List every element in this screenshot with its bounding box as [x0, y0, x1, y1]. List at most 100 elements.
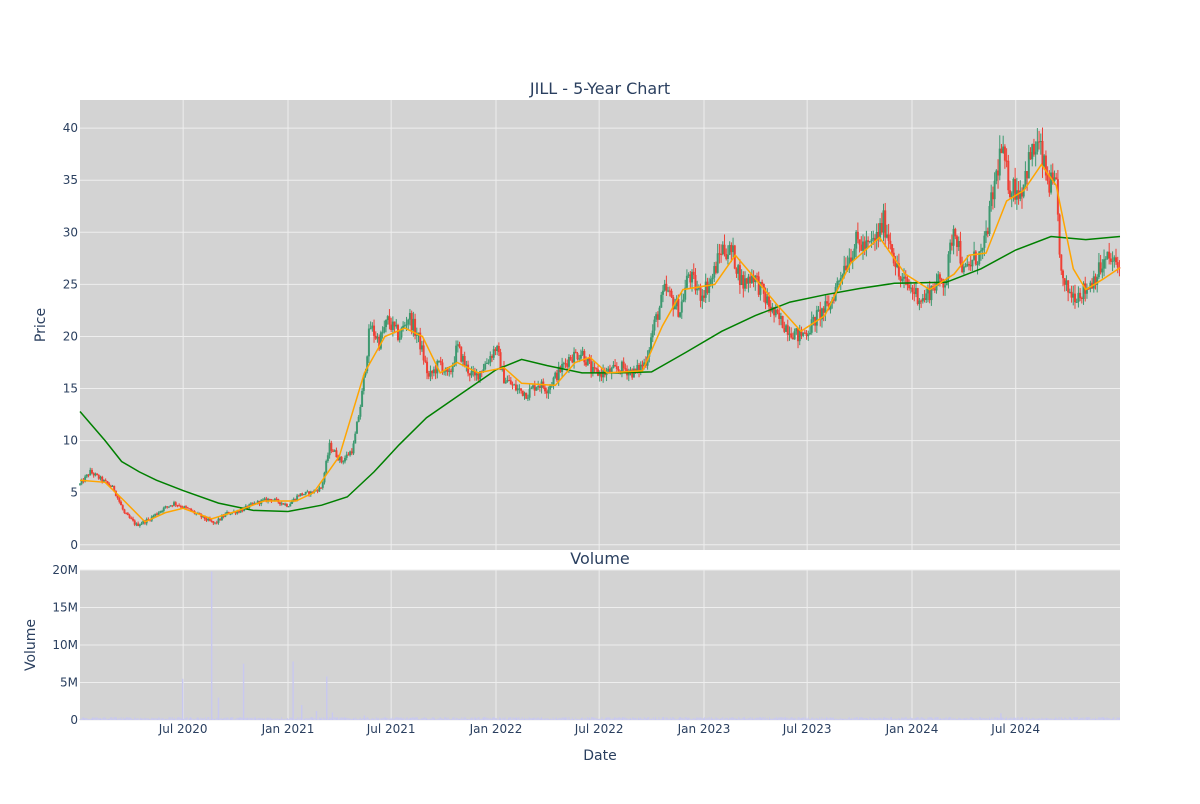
- volume-bar: [710, 717, 712, 720]
- volume-bar: [321, 717, 323, 720]
- candle-body: [663, 283, 666, 291]
- candle-body: [386, 316, 389, 321]
- volume-bar: [917, 717, 919, 720]
- volume-bar: [323, 717, 325, 720]
- volume-bar: [502, 717, 504, 720]
- volume-bar: [170, 718, 172, 720]
- volume-bar: [278, 718, 280, 720]
- candle-body: [643, 362, 646, 367]
- volume-y-tick-label: 10M: [52, 638, 78, 652]
- volume-bar: [898, 718, 900, 720]
- candle-body: [974, 251, 977, 265]
- volume-bar: [1092, 718, 1094, 720]
- volume-bar: [881, 719, 883, 720]
- price-chart-title: JILL - 5-Year Chart: [529, 79, 670, 98]
- volume-bar: [1030, 719, 1032, 720]
- candle-body: [885, 234, 888, 238]
- volume-bar: [253, 717, 255, 720]
- volume-bar: [953, 718, 955, 720]
- volume-bar: [221, 719, 223, 720]
- volume-bar: [1045, 717, 1047, 720]
- volume-bar: [267, 717, 269, 720]
- candle-body: [824, 301, 827, 313]
- volume-bar: [1044, 718, 1046, 720]
- candle-body: [918, 300, 921, 304]
- candle-body: [1060, 254, 1063, 271]
- candle-body: [1044, 155, 1047, 176]
- volume-bar: [694, 718, 696, 720]
- candle-body: [157, 512, 160, 515]
- candle-body: [424, 360, 427, 362]
- volume-bar: [299, 717, 301, 720]
- candle-body: [850, 257, 853, 262]
- candle-body: [497, 345, 500, 353]
- candle-body: [1043, 155, 1046, 167]
- volume-bar: [1011, 718, 1013, 720]
- candle-body: [130, 517, 133, 519]
- volume-bar: [900, 719, 902, 720]
- volume-bar: [1106, 717, 1108, 720]
- volume-bar: [1039, 717, 1041, 720]
- volume-bar: [235, 718, 237, 720]
- volume-bar: [994, 717, 996, 720]
- volume-bar: [712, 718, 714, 720]
- volume-bar: [937, 717, 939, 720]
- volume-bar: [512, 717, 514, 720]
- volume-bar: [844, 718, 846, 720]
- volume-bar: [414, 717, 416, 720]
- candle-body: [1108, 251, 1111, 259]
- candle-body: [190, 508, 193, 512]
- volume-bar: [152, 718, 154, 720]
- volume-bar: [113, 717, 115, 720]
- candle-body: [868, 241, 871, 243]
- volume-bar: [746, 718, 748, 720]
- volume-bar: [598, 719, 600, 720]
- volume-bar: [837, 719, 839, 720]
- candle-body: [113, 485, 116, 491]
- volume-bar: [280, 719, 282, 720]
- candle-body: [1051, 172, 1054, 182]
- volume-bar: [798, 717, 800, 720]
- candle-body: [89, 469, 92, 476]
- volume-bar-spike: [300, 705, 303, 720]
- volume-bar: [357, 719, 359, 720]
- candle-body: [569, 357, 572, 360]
- volume-bar: [1108, 718, 1110, 720]
- volume-bar: [656, 719, 658, 720]
- volume-bar: [890, 717, 892, 720]
- volume-bar: [970, 717, 972, 720]
- candle-body: [273, 498, 276, 501]
- candle-body: [954, 228, 957, 237]
- volume-bar: [828, 718, 830, 720]
- candle-body: [925, 293, 928, 301]
- volume-bar: [337, 717, 339, 720]
- volume-bar: [669, 717, 671, 720]
- candle-body: [750, 275, 753, 284]
- volume-bar: [560, 718, 562, 720]
- volume-bar: [836, 718, 838, 720]
- volume-bar: [269, 717, 271, 720]
- volume-bar: [415, 717, 417, 720]
- volume-bar: [885, 717, 887, 720]
- candle-body: [123, 509, 126, 513]
- candle-body: [1014, 178, 1017, 200]
- volume-bar: [1038, 718, 1040, 720]
- candle-body: [371, 325, 374, 329]
- candle-body: [308, 491, 311, 495]
- price-grid: [80, 100, 1120, 550]
- volume-bar: [513, 717, 515, 720]
- volume-bar: [285, 718, 287, 720]
- candle-body: [523, 392, 526, 396]
- candle-body: [646, 356, 649, 366]
- candle-body: [162, 507, 165, 511]
- volume-bar: [704, 717, 706, 720]
- x-tick-label: Jul 2020: [158, 722, 208, 736]
- volume-bar: [739, 718, 741, 720]
- candle-body: [726, 254, 729, 259]
- volume-bar: [649, 719, 651, 720]
- candle-body: [1063, 278, 1066, 285]
- volume-bar: [248, 718, 250, 720]
- volume-bar: [112, 718, 114, 720]
- price-y-tick-label: 30: [63, 225, 78, 239]
